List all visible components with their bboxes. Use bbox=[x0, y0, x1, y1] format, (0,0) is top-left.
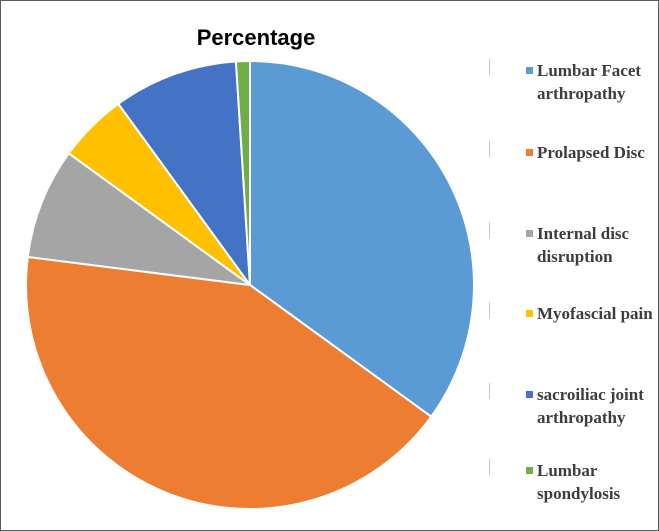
legend-swatch bbox=[526, 230, 533, 237]
pie-slice-3 bbox=[26, 152, 251, 286]
legend-tick bbox=[489, 141, 490, 157]
pie-slice-1 bbox=[249, 60, 475, 418]
legend-tick bbox=[489, 383, 490, 399]
legend-label: Prolapsed Disc bbox=[537, 143, 645, 162]
legend-tick bbox=[489, 302, 490, 318]
pie-slice-2 bbox=[25, 255, 433, 510]
legend-label: Lumbar Facet arthropathy bbox=[537, 61, 642, 103]
legend-label: Lumbar spondylosis bbox=[537, 461, 621, 503]
legend-label: sacroiliac joint arthropathy bbox=[537, 385, 644, 427]
legend-label: Internal disc disruption bbox=[537, 224, 630, 266]
legend-label: Myofascial pain bbox=[537, 304, 653, 323]
chart-title: Percentage bbox=[196, 25, 316, 50]
legend-swatch bbox=[526, 467, 533, 474]
legend-tick bbox=[489, 59, 490, 75]
pie-slice-6 bbox=[234, 59, 251, 286]
legend-tick bbox=[489, 459, 490, 475]
legend-swatch bbox=[526, 310, 533, 317]
legend-tick bbox=[489, 222, 490, 238]
legend-swatch bbox=[526, 149, 533, 156]
legend-swatch bbox=[526, 67, 533, 74]
pie-slice-5 bbox=[117, 60, 251, 286]
legend-swatch bbox=[526, 391, 533, 398]
